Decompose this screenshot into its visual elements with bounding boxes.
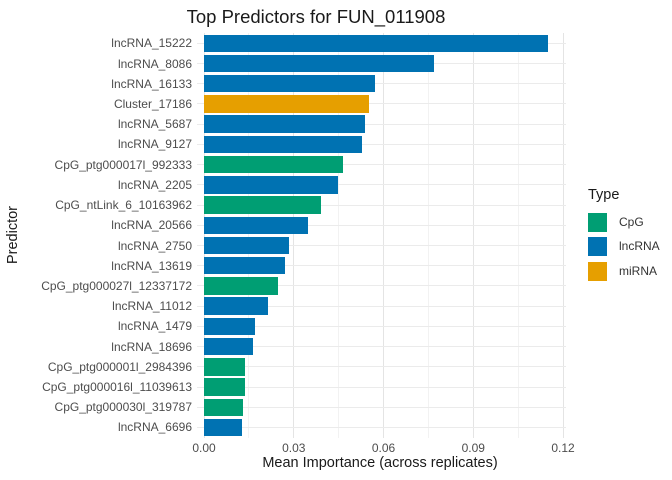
- bar-lncRNA_15222: [204, 34, 549, 53]
- y-tick-label: lncRNA_5687: [117, 117, 192, 132]
- bar-lncRNA_2205: [204, 176, 339, 194]
- bar-lncRNA_2750: [204, 236, 290, 255]
- chart-title: Top Predictors for FUN_011908: [186, 6, 446, 27]
- x-tick-label: 0.00: [192, 441, 216, 455]
- bar-CpG_ntLink_6_10163962: [204, 196, 322, 214]
- gridline-major-vertical: [562, 33, 564, 438]
- gridline-major-horizontal: [197, 204, 566, 206]
- bar-lncRNA_9127: [204, 135, 362, 154]
- bar-lncRNA_13619: [204, 256, 286, 275]
- y-tick-label: CpG_ptg000017l_992333: [54, 157, 192, 172]
- y-tick-label: lncRNA_6696: [117, 420, 192, 435]
- gridline-major-horizontal: [197, 103, 566, 105]
- gridline-major-horizontal: [197, 305, 566, 307]
- y-tick-label: lncRNA_15222: [111, 36, 192, 51]
- y-tick-label: CpG_ptg000027l_12337172: [41, 278, 192, 293]
- y-tick-label: CpG_ptg000001l_2984396: [47, 359, 192, 374]
- y-tick-label: lncRNA_13619: [111, 258, 192, 273]
- gridline-major-horizontal: [197, 164, 566, 166]
- bar-CpG_ptg000017l_992333: [204, 155, 344, 174]
- gridline-minor-vertical: [427, 33, 429, 438]
- bar-lncRNA_11012: [204, 297, 269, 315]
- y-tick-label: lncRNA_16133: [111, 76, 192, 91]
- y-tick-label: lncRNA_2750: [117, 238, 192, 253]
- gridline-major-vertical: [472, 33, 474, 438]
- gridline-major-horizontal: [197, 366, 566, 368]
- legend-key-miRNA: [588, 261, 607, 281]
- gridline-major-horizontal: [197, 83, 566, 85]
- legend-label-CpG: CpG: [619, 214, 644, 229]
- bar-lncRNA_5687: [204, 115, 365, 133]
- y-tick-label: lncRNA_18696: [111, 339, 192, 354]
- x-tick-label: 0.03: [282, 441, 306, 455]
- y-axis-title: Predictor: [5, 205, 21, 265]
- bar-lncRNA_18696: [204, 337, 254, 356]
- bar-CpG_ptg000016l_11039613: [204, 378, 245, 396]
- x-axis-title: Mean Importance (across replicates): [262, 455, 498, 471]
- bar-CpG_ptg000030l_319787: [204, 398, 243, 416]
- gridline-major-horizontal: [197, 285, 566, 287]
- legend-label-lncRNA: lncRNA: [619, 239, 660, 253]
- gridline-minor-vertical: [248, 33, 250, 438]
- bar-Cluster_17186: [204, 95, 370, 113]
- gridline-minor-vertical: [338, 33, 340, 438]
- y-tick-label: Cluster_17186: [113, 96, 192, 111]
- y-tick-label: lncRNA_1479: [117, 319, 192, 334]
- gridline-major-horizontal: [197, 426, 566, 428]
- bar-lncRNA_6696: [204, 418, 242, 437]
- bar-lncRNA_1479: [204, 317, 256, 336]
- gridline-minor-vertical: [517, 33, 519, 438]
- gridline-major-horizontal: [197, 224, 566, 226]
- gridline-major-horizontal: [197, 265, 566, 267]
- bar-CpG_ptg000027l_12337172: [204, 277, 279, 295]
- legend-label-miRNA: miRNA: [619, 263, 657, 278]
- gridline-major-horizontal: [197, 346, 566, 348]
- legend-title: Type: [588, 187, 620, 203]
- y-tick-label: lncRNA_9127: [117, 137, 192, 152]
- x-tick-label: 0.12: [551, 441, 575, 455]
- gridline-major-horizontal: [197, 184, 566, 186]
- gridline-major-vertical: [383, 33, 385, 438]
- y-tick-label: CpG_ptg000016l_11039613: [42, 380, 192, 395]
- gridline-major-horizontal: [197, 245, 566, 246]
- y-tick-label: lncRNA_2205: [117, 177, 192, 192]
- y-tick-label: CpG_ptg000030l_319787: [54, 400, 192, 415]
- gridline-major-horizontal: [197, 386, 566, 388]
- y-tick-label: lncRNA_20566: [111, 218, 192, 233]
- gridline-major-vertical: [293, 33, 295, 438]
- y-tick-label: lncRNA_11012: [112, 299, 192, 314]
- y-tick-label: CpG_ntLink_6_10163962: [55, 198, 192, 213]
- bar-lncRNA_8086: [204, 54, 435, 73]
- legend-key-CpG: [588, 212, 607, 232]
- y-tick-label: lncRNA_8086: [117, 56, 192, 71]
- x-tick-label: 0.09: [461, 441, 485, 455]
- bar-CpG_ptg000001l_2984396: [204, 358, 245, 376]
- x-tick-label: 0.06: [371, 441, 396, 455]
- legend-key-lncRNA: [588, 237, 607, 256]
- gridline-major-horizontal: [197, 325, 566, 327]
- gridline-major-horizontal: [197, 123, 566, 125]
- gridline-major-horizontal: [197, 143, 566, 145]
- gridline-major-vertical: [203, 33, 205, 438]
- bar-lncRNA_16133: [204, 74, 375, 93]
- gridline-major-horizontal: [197, 406, 566, 408]
- bar-lncRNA_20566: [204, 216, 309, 235]
